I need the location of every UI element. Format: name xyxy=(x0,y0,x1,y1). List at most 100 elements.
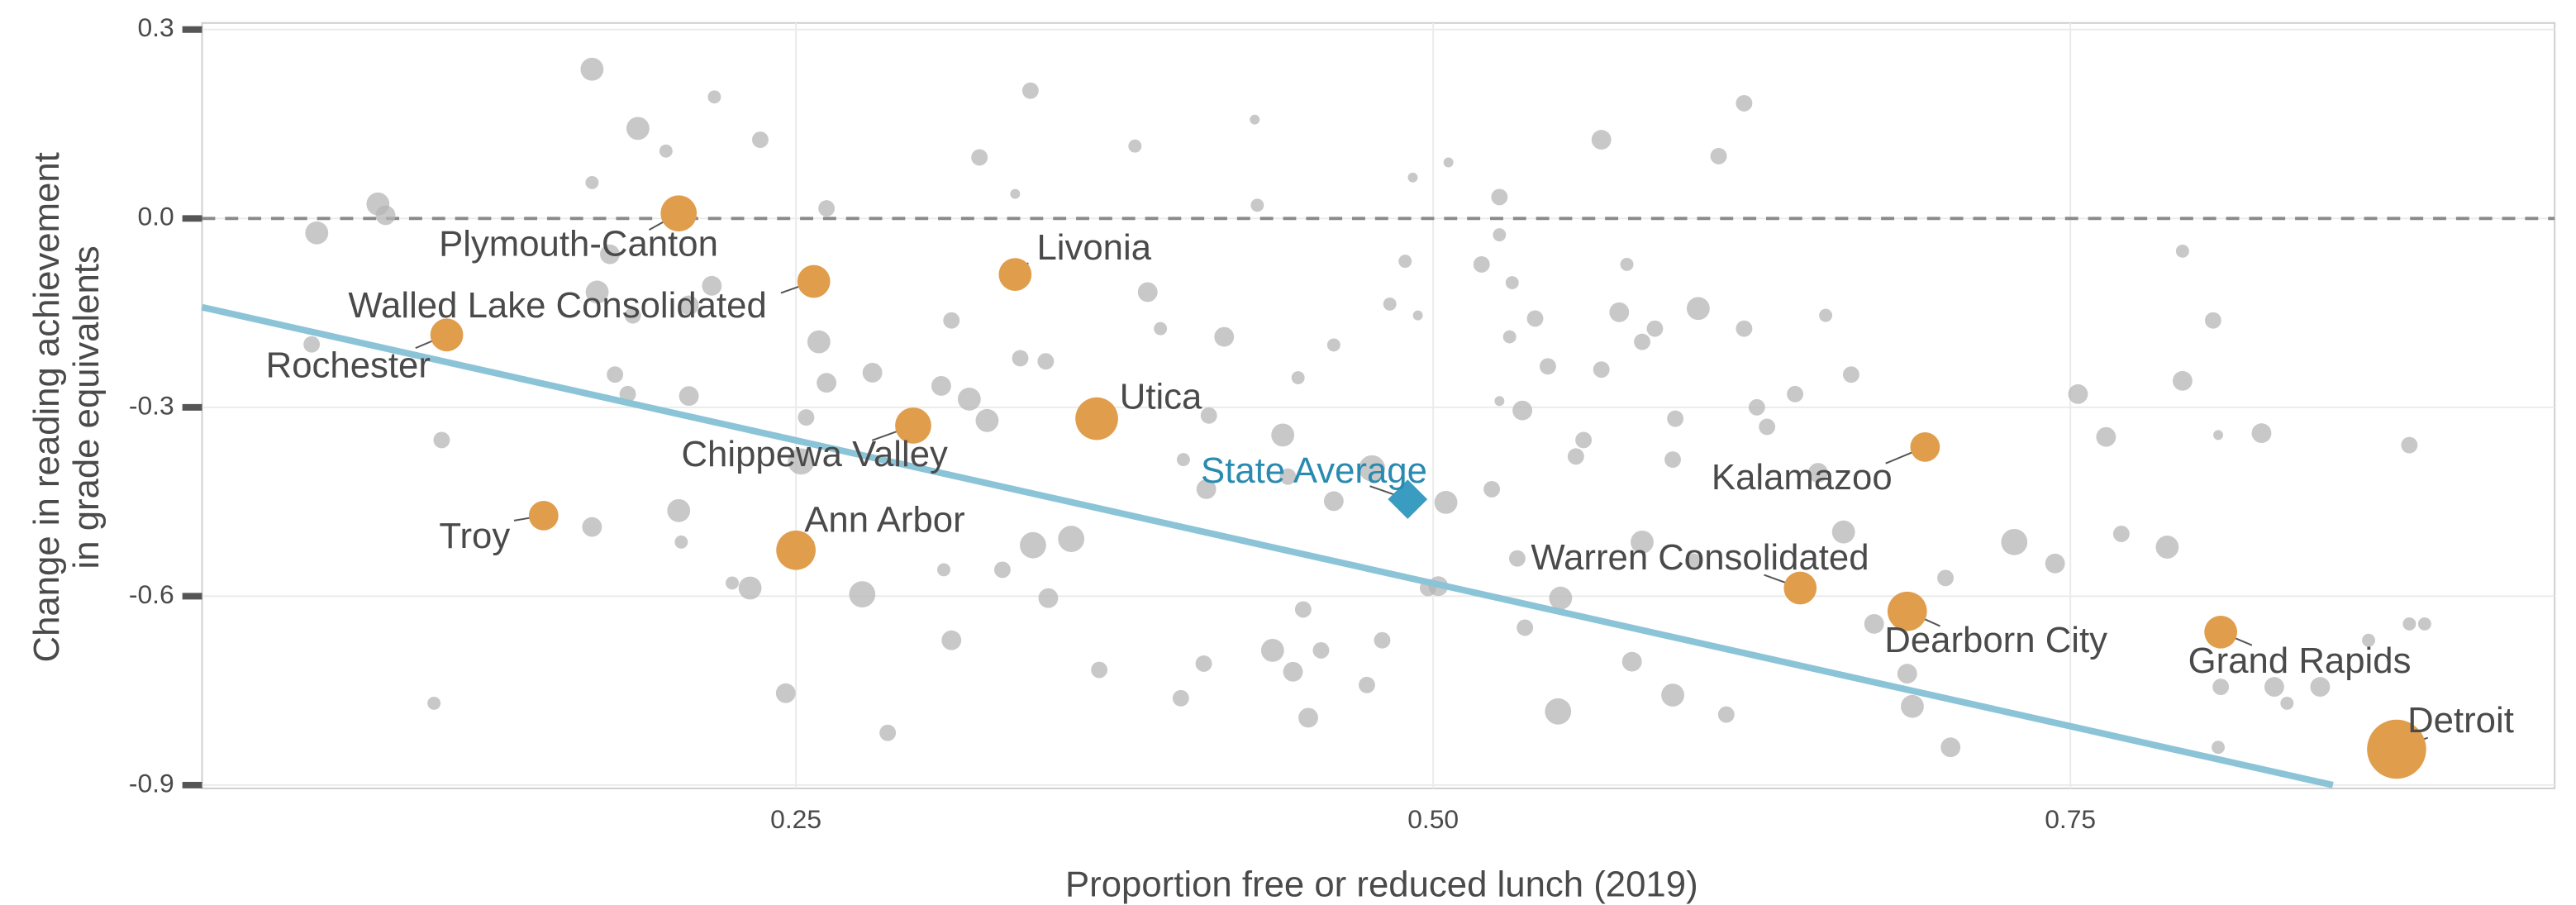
y-tick-label: 0.0 xyxy=(138,202,174,231)
data-point xyxy=(585,175,599,189)
district-label: Detroit xyxy=(2407,700,2514,741)
data-point xyxy=(1787,385,1804,402)
district-point xyxy=(660,195,698,232)
data-point xyxy=(2172,370,2193,391)
data-point xyxy=(1505,276,1519,289)
data-point xyxy=(1012,350,1029,367)
data-point xyxy=(2155,536,2179,559)
data-point xyxy=(1620,257,1634,271)
data-point xyxy=(1359,455,1386,482)
data-point xyxy=(667,498,691,522)
data-point xyxy=(2175,244,2189,258)
data-point xyxy=(1283,661,1303,682)
district-label: Walled Lake Consolidated xyxy=(348,285,766,326)
data-point xyxy=(775,683,796,703)
data-point xyxy=(674,535,688,549)
y-tick-label: -0.6 xyxy=(129,579,174,609)
data-point xyxy=(2045,553,2065,574)
x-tick-label: 0.25 xyxy=(770,804,821,834)
data-point xyxy=(1897,664,1917,684)
data-point xyxy=(971,149,988,166)
x-tick-label: 0.50 xyxy=(1407,804,1459,834)
district-point xyxy=(998,258,1032,291)
data-point xyxy=(433,431,450,449)
data-point xyxy=(817,373,837,393)
data-point xyxy=(1374,631,1391,649)
district-label: Troy xyxy=(439,516,510,556)
district-label: Plymouth-Canton xyxy=(439,224,718,264)
data-point xyxy=(2212,741,2226,755)
data-point xyxy=(619,385,636,402)
data-point xyxy=(788,448,815,475)
data-point xyxy=(1483,480,1501,498)
data-point xyxy=(1759,418,1776,436)
data-point xyxy=(1937,569,1954,587)
data-point xyxy=(1291,371,1305,384)
data-point xyxy=(305,221,329,245)
data-point xyxy=(1717,706,1735,723)
data-point xyxy=(707,90,721,104)
data-point xyxy=(2096,426,2117,447)
data-point xyxy=(1491,188,1508,206)
data-point xyxy=(751,131,769,149)
data-point xyxy=(1526,310,1544,327)
data-point xyxy=(931,376,951,396)
data-point xyxy=(2112,526,2130,542)
data-point xyxy=(626,117,650,141)
data-point xyxy=(1646,320,1664,337)
data-point xyxy=(975,408,999,432)
district-label: Dearborn City xyxy=(1884,620,2107,660)
data-point xyxy=(303,336,321,353)
data-point xyxy=(818,200,836,217)
data-point xyxy=(1493,228,1507,242)
district-point xyxy=(2367,719,2426,779)
district-point xyxy=(430,318,464,352)
district-point xyxy=(528,500,559,531)
district-label: Warren Consolidated xyxy=(1531,537,1869,578)
data-point xyxy=(2212,679,2230,696)
data-point xyxy=(1667,410,1684,427)
data-point xyxy=(1631,530,1654,554)
x-tick-label: 0.75 xyxy=(2045,804,2096,834)
y-tick-label: -0.9 xyxy=(129,768,174,798)
data-point xyxy=(2264,677,2284,698)
data-point xyxy=(1128,139,1142,153)
data-point xyxy=(1010,188,1021,199)
data-point xyxy=(1250,114,1260,125)
data-point xyxy=(679,295,699,316)
data-point xyxy=(1901,694,1924,718)
data-point xyxy=(2251,423,2272,444)
data-point xyxy=(1271,423,1295,447)
data-point xyxy=(1137,282,1158,302)
data-point xyxy=(600,244,620,264)
data-point xyxy=(1819,308,1833,322)
data-point xyxy=(726,576,739,590)
data-point xyxy=(1634,333,1650,350)
y-axis-title: in grade equivalents xyxy=(66,245,107,569)
district-point xyxy=(1887,591,1927,631)
data-point xyxy=(582,517,602,537)
data-point xyxy=(1326,338,1340,352)
data-point xyxy=(1710,147,1727,164)
data-point xyxy=(2213,430,2224,441)
data-point xyxy=(624,307,641,324)
data-point xyxy=(798,409,815,426)
data-point xyxy=(1200,407,1217,424)
district-label: Livonia xyxy=(1036,227,1151,268)
data-point xyxy=(1517,619,1534,636)
data-point xyxy=(1037,353,1055,370)
data-point xyxy=(1593,361,1610,379)
data-point xyxy=(879,724,897,741)
data-point xyxy=(1591,130,1612,150)
data-point xyxy=(1195,655,1212,672)
x-axis-title: Proportion free or reduced lunch (2019) xyxy=(1065,865,1698,905)
data-point xyxy=(2417,617,2431,631)
data-point xyxy=(2204,312,2221,329)
data-point xyxy=(1512,400,1533,421)
data-point xyxy=(1575,431,1593,449)
data-point xyxy=(1736,94,1753,112)
data-point xyxy=(1748,398,1765,416)
data-point xyxy=(807,330,831,354)
district-label: Grand Rapids xyxy=(2188,641,2412,681)
data-point xyxy=(1038,588,1059,608)
